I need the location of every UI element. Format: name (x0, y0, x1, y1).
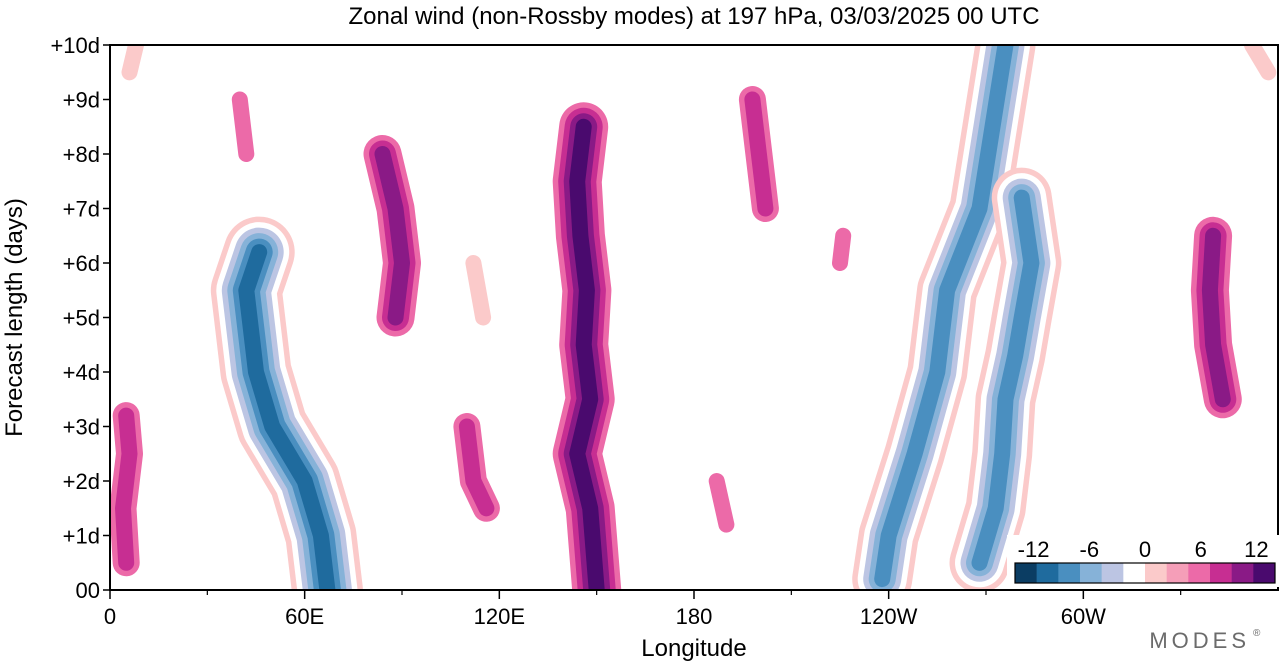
contour-band-5-2 (1201, 227, 1231, 408)
contour-band-2-4 (971, 189, 1040, 571)
registered-mark: ® (1253, 628, 1261, 639)
contour-band-0-5 (238, 244, 336, 590)
contour-band-7-1 (115, 407, 138, 571)
colorbar-swatch-4 (1101, 563, 1124, 583)
modes-logo-text: MODES (1149, 628, 1250, 653)
x-axis-label: Longitude (641, 635, 746, 662)
y-tick-label-4: +4d (63, 360, 100, 385)
colorbar-swatch-2 (1058, 563, 1081, 583)
x-tick-label-0: 0 (104, 604, 116, 629)
contour-band-9-0 (832, 227, 852, 271)
y-tick-label-0: 00 (76, 578, 100, 603)
y-tick-label-6: +6d (63, 251, 100, 276)
contour-band-4-2 (374, 146, 410, 326)
contour-band-3-3 (569, 118, 605, 590)
x-tick-label-5: 60W (1061, 604, 1106, 629)
colorbar-swatch-7 (1166, 563, 1189, 583)
y-tick-label-10: +10d (50, 33, 100, 58)
contour-band-13-0 (121, 45, 144, 81)
y-tick-label-7: +7d (63, 197, 100, 222)
colorbar-label-3: 6 (1195, 537, 1207, 562)
colorbar-swatch-8 (1188, 563, 1211, 583)
colorbar-swatch-11 (1253, 563, 1276, 583)
x-tick-label-3: 180 (676, 604, 713, 629)
x-tick-label-2: 120E (474, 604, 525, 629)
contour-band-1-4 (874, 45, 1014, 588)
x-tick-label-1: 60E (285, 604, 324, 629)
colorbar-swatch-6 (1145, 563, 1167, 583)
colorbar-legend: -12 -6 0 6 12 (1007, 535, 1280, 587)
contour-band-6-1 (458, 418, 495, 517)
plot-area (109, 44, 1279, 591)
chart-title: Zonal wind (non-Rossby modes) at 197 hPa… (348, 3, 1039, 30)
colorbar-swatch-3 (1080, 563, 1102, 583)
contour-band-14-0 (1244, 45, 1277, 81)
colorbar-label-0: -12 (1018, 537, 1050, 562)
contour-band-8-1 (744, 91, 774, 217)
contour-band-10-0 (231, 91, 255, 162)
x-tick-label-4: 120W (860, 604, 918, 629)
colorbar-swatch-10 (1231, 563, 1254, 583)
y-axis: 00 +1d +2d +3d +4d +5d +6d +7d +8d +9d +10d (50, 33, 110, 603)
colorbar-swatch-0 (1015, 563, 1037, 583)
y-tick-label-2: +2d (63, 469, 100, 494)
contour-band-12-0 (465, 255, 492, 326)
x-axis: 0 60E 120E 180 120W 60W (104, 590, 1182, 629)
contour-band-11-0 (708, 473, 735, 533)
wind-anomaly-contours (110, 45, 1277, 590)
colorbar-frame (1014, 562, 1276, 584)
colorbar-swatch-9 (1210, 563, 1232, 583)
colorbar-label-4: 12 (1244, 537, 1268, 562)
colorbar-swatch-5 (1123, 563, 1146, 583)
y-tick-label-5: +5d (63, 306, 100, 331)
y-axis-label: Forecast length (days) (1, 198, 28, 437)
y-tick-label-9: +9d (63, 88, 100, 113)
colorbar-swatch-1 (1036, 563, 1059, 583)
y-tick-label-8: +8d (63, 142, 100, 167)
colorbar-label-1: -6 (1080, 537, 1100, 562)
y-tick-label-3: +3d (63, 415, 100, 440)
colorbar-label-2: 0 (1139, 537, 1151, 562)
y-tick-label-1: +1d (63, 524, 100, 549)
